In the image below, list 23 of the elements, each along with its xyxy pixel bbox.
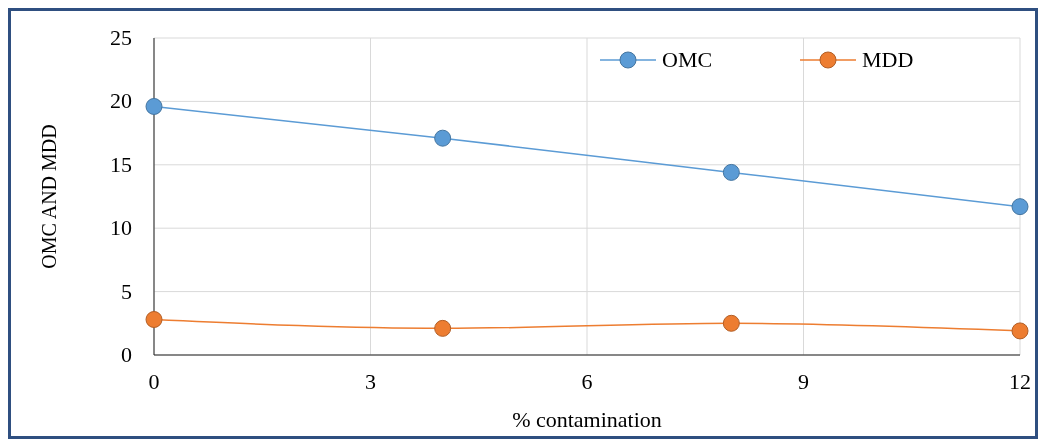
point (145, 97, 163, 115)
point (1011, 322, 1029, 340)
y-axis-title: OMC AND MDD (38, 124, 60, 269)
point (722, 314, 740, 332)
point (722, 163, 740, 181)
point (434, 319, 452, 337)
x-tick-label: 0 (148, 369, 160, 394)
legend-label: MDD (862, 47, 914, 72)
y-tick-label: 25 (110, 25, 132, 50)
x-axis-title: % contamination (512, 407, 662, 432)
x-tick-label: 3 (365, 369, 376, 394)
x-tick-label: 6 (581, 369, 593, 394)
point (434, 129, 452, 147)
x-tick-label: 9 (798, 369, 809, 394)
y-tick-label: 10 (110, 215, 132, 241)
y-tick-label: 5 (121, 278, 132, 304)
y-tick-label: 15 (110, 151, 132, 177)
legend-label: OMC (662, 47, 713, 72)
y-tick-label: 20 (110, 88, 132, 114)
y-tick-label: 0 (121, 342, 132, 367)
point (145, 311, 163, 328)
x-tick-label: 12 (1009, 369, 1031, 394)
point (1011, 198, 1029, 216)
